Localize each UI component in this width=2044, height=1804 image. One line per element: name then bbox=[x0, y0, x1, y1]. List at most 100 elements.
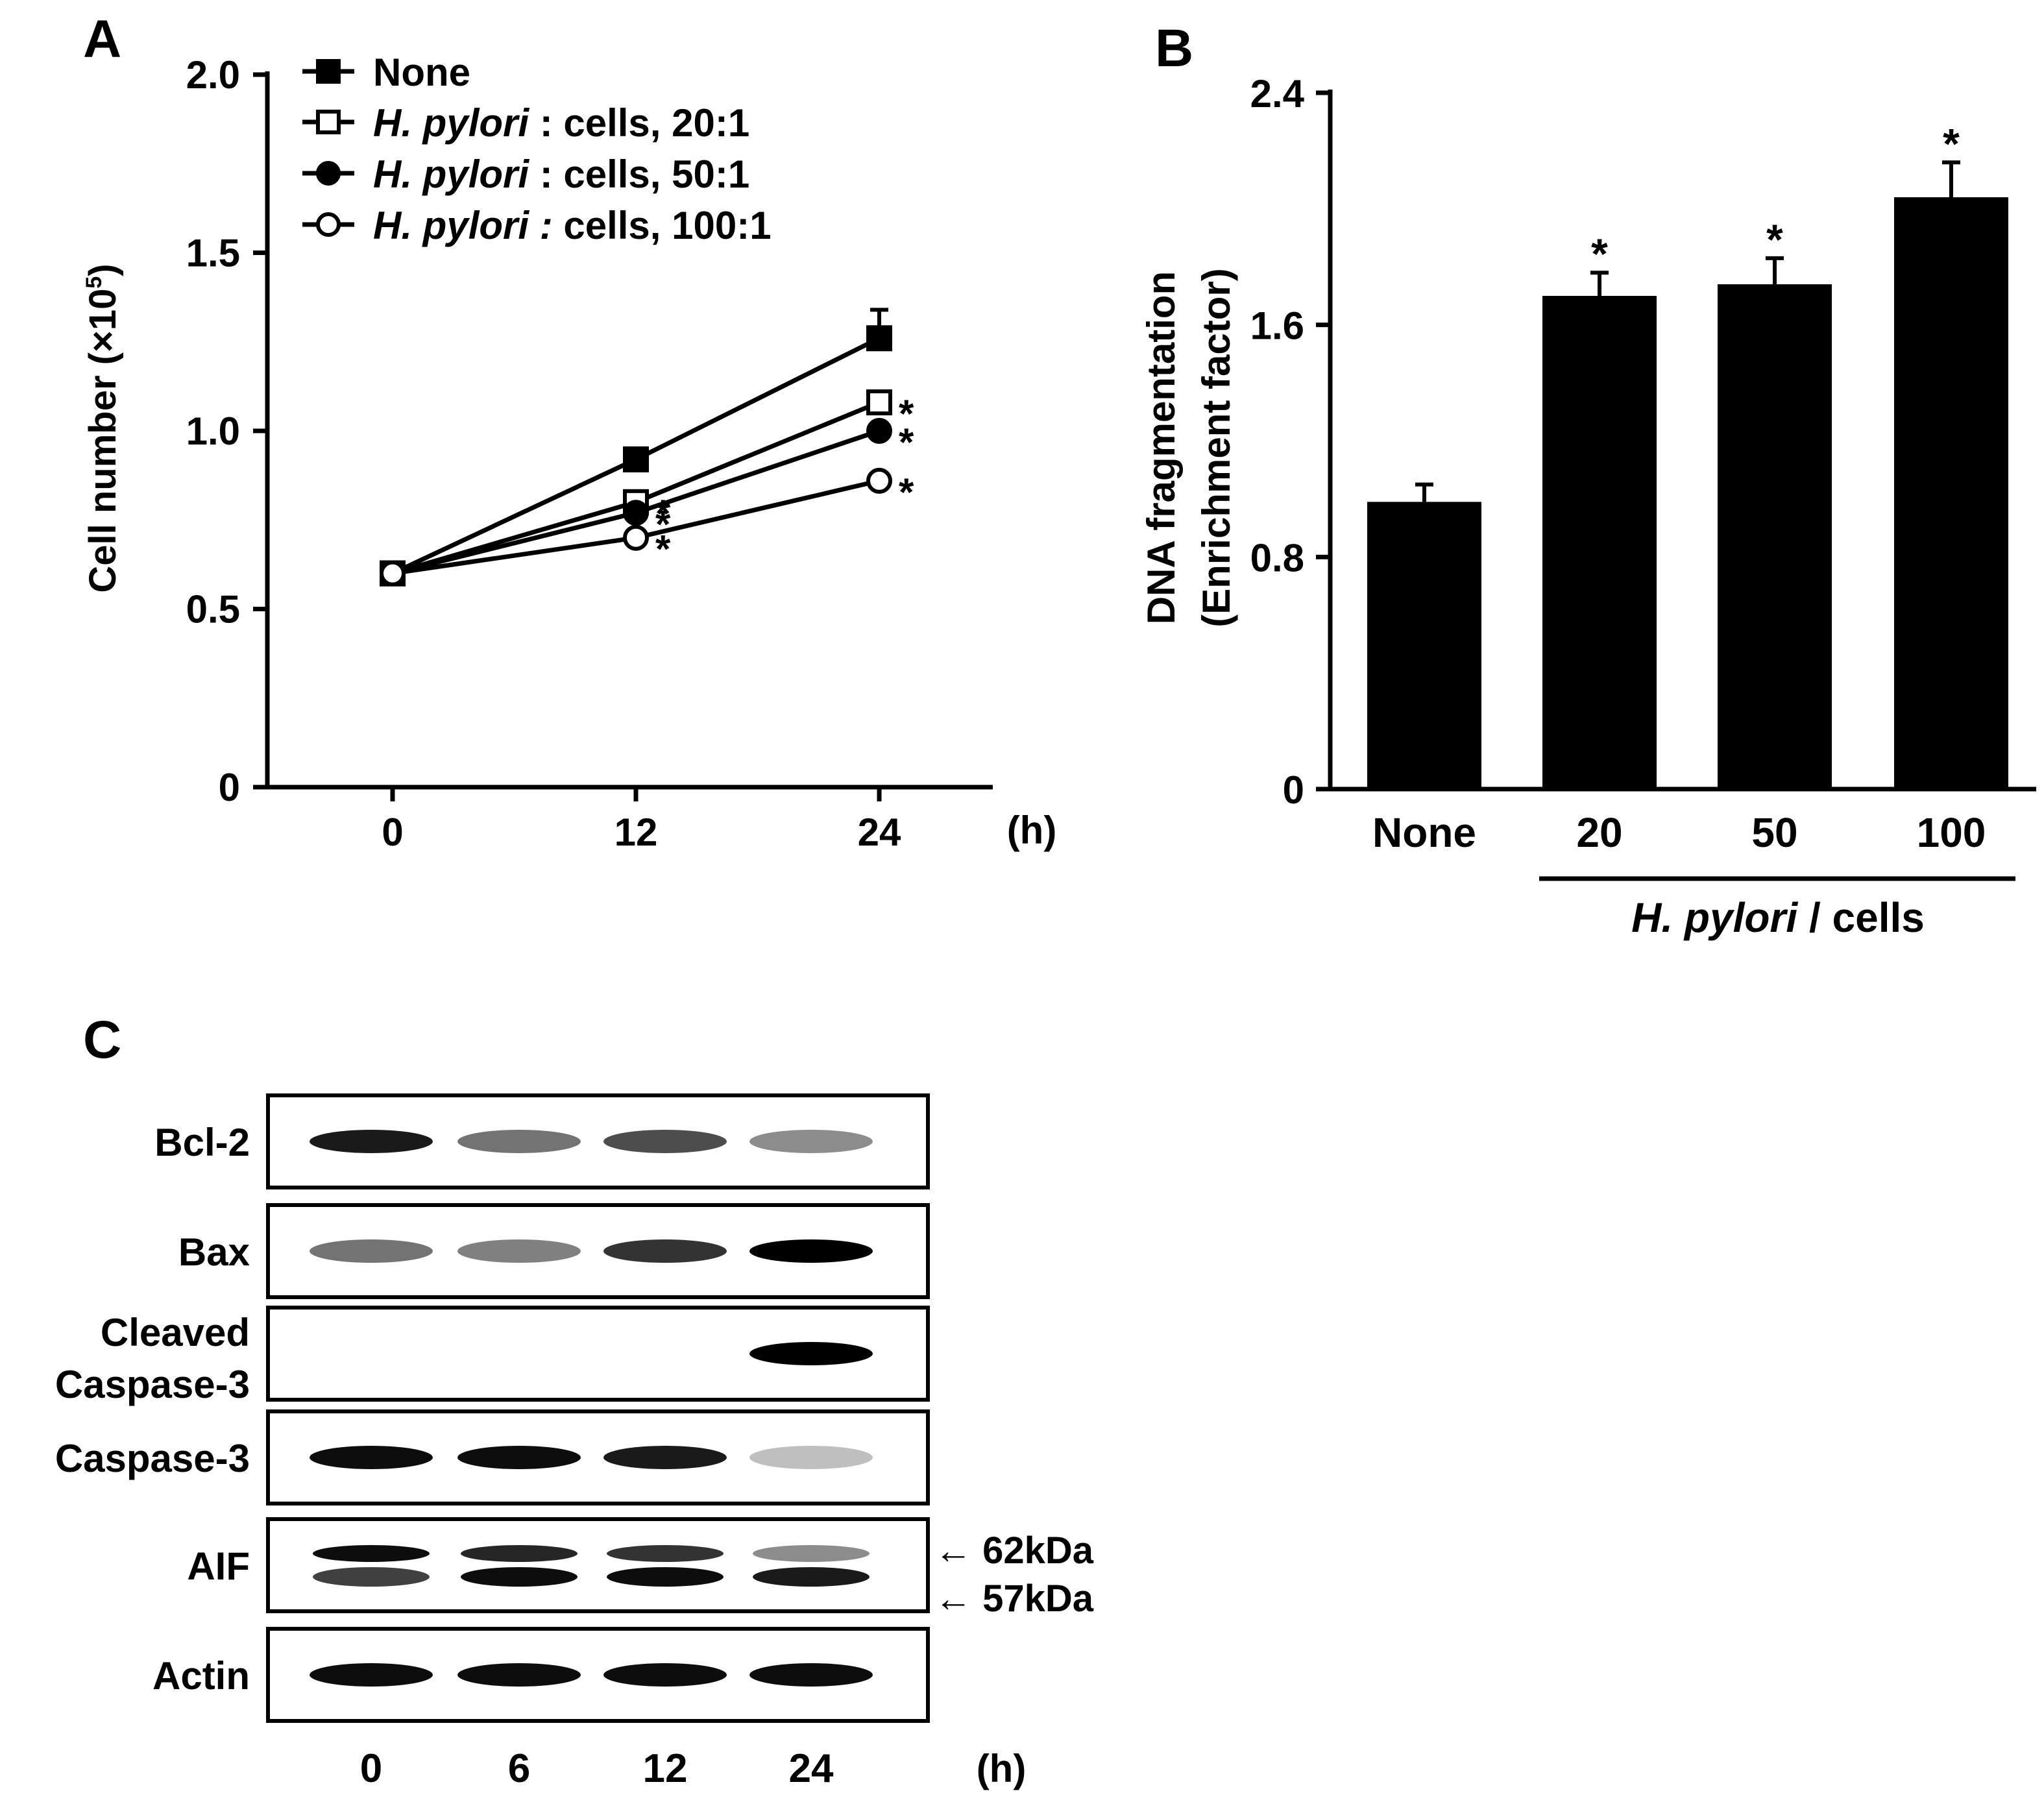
panel-a-y-axis-label: Cell number (×105) bbox=[82, 263, 124, 592]
panel-c-band bbox=[457, 1239, 581, 1263]
panel-a-significance-mark: * bbox=[899, 392, 914, 435]
panel-b: B DNA fragmentation (Enrichment factor) … bbox=[1139, 19, 2036, 941]
panel-b-bars: None * 20 * 50 * 100 bbox=[1367, 119, 2008, 856]
panel-a-legend-marker bbox=[316, 212, 341, 237]
panel-c-band bbox=[457, 1663, 581, 1687]
panel-a-significance-mark: * bbox=[899, 421, 914, 464]
panel-b-y-tick-label: 0 bbox=[1283, 768, 1304, 812]
panel-c-band bbox=[603, 1663, 727, 1687]
panel-c-lane-label: 24 bbox=[789, 1746, 834, 1791]
panel-a-data-point bbox=[866, 467, 892, 494]
panel-b-significance-mark: * bbox=[1766, 215, 1783, 263]
panel-c-band bbox=[749, 1130, 873, 1153]
panel-a-significance-mark: * bbox=[655, 528, 671, 571]
panel-b-bar bbox=[1718, 284, 1832, 789]
panel-b-y-tick-label: 2.4 bbox=[1250, 72, 1305, 116]
panel-a-data-point bbox=[380, 560, 406, 587]
panel-c-row-label: Caspase-3 bbox=[55, 1437, 250, 1480]
panel-a-legend-marker bbox=[316, 59, 341, 84]
panel-c-band bbox=[753, 1545, 870, 1562]
panel-a-letter: A bbox=[83, 10, 121, 69]
panel-a-legend-label: H. pylori : cells, 20:1 bbox=[373, 101, 749, 145]
panel-c-blot-row: Actin bbox=[152, 1627, 930, 1723]
panel-c-row-label: Caspase-3 bbox=[55, 1363, 250, 1406]
panel-c-band bbox=[310, 1663, 433, 1687]
panel-a-series-3: ** bbox=[380, 467, 914, 587]
panel-c-band bbox=[749, 1239, 873, 1263]
panel-c-band bbox=[310, 1239, 433, 1263]
panel-c-band bbox=[310, 1130, 433, 1153]
panel-a-legend-item: None bbox=[302, 51, 470, 94]
panel-a-data-point bbox=[623, 446, 649, 472]
panel-b-bar-group: * 50 bbox=[1718, 215, 1832, 856]
panel-a-significance-mark: * bbox=[655, 502, 671, 546]
panel-c-row-label: Cleaved bbox=[101, 1311, 250, 1354]
panel-c-band bbox=[603, 1446, 727, 1469]
panel-c-band bbox=[607, 1545, 724, 1562]
panel-a-data-point bbox=[866, 325, 892, 352]
panel-c-blot-row: Caspase-3 bbox=[55, 1409, 930, 1505]
panel-c-blot-row: Cleaved Caspase-3 bbox=[55, 1306, 930, 1406]
panel-a-y-tick-label: 0.5 bbox=[186, 588, 240, 631]
panel-c-row-label: Bax bbox=[178, 1230, 250, 1274]
panel-c-band bbox=[749, 1663, 873, 1687]
panel-b-bar bbox=[1542, 295, 1657, 789]
panel-a-legend-item: H. pylori : cells, 100:1 bbox=[302, 204, 772, 247]
panel-a: A Cell number (×105) 0 0.5 1.0 1.5 2.0 0 12 24… bbox=[82, 10, 1056, 854]
panel-c-band bbox=[749, 1446, 873, 1469]
panel-b-bar bbox=[1894, 197, 2008, 789]
panel-a-y-tick-label: 1.5 bbox=[186, 232, 240, 275]
panel-b-category-label: 50 bbox=[1751, 809, 1797, 856]
panel-c-blot-row: Bax bbox=[178, 1203, 930, 1299]
panel-c-row-label: AIF bbox=[187, 1544, 250, 1588]
panel-c-row-label: Bcl-2 bbox=[154, 1121, 250, 1164]
panel-c-band bbox=[313, 1567, 430, 1587]
panel-c-size-marker: ← 62kDa bbox=[934, 1530, 1094, 1572]
panel-a-legend-label: H. pylori : cells, 50:1 bbox=[373, 152, 749, 196]
panel-b-significance-mark: * bbox=[1943, 119, 1960, 167]
panel-c-row-label: Actin bbox=[152, 1654, 250, 1698]
panel-a-x-tick-label: 12 bbox=[614, 811, 658, 854]
panel-c-lane-unit: (h) bbox=[977, 1747, 1027, 1790]
panel-c-band bbox=[753, 1567, 870, 1587]
panel-b-y-axis-label-line1: DNA fragmentation bbox=[1139, 271, 1183, 624]
panel-c-size-marker: ← 57kDa bbox=[934, 1578, 1094, 1620]
panel-b-y-ticks: 0 0.8 1.6 2.4 bbox=[1250, 72, 1330, 812]
panel-b-y-tick-label: 0.8 bbox=[1250, 536, 1304, 579]
panel-c-blots: Bcl-2 Bax Cleaved Caspase-3 Caspase-3 ← 62kDa… bbox=[55, 1093, 1094, 1723]
panel-c-band bbox=[310, 1446, 433, 1469]
panel-c: C Bcl-2 Bax Cleaved Caspase-3 Caspase-3 ← 62k… bbox=[55, 1010, 1094, 1791]
panel-b-bar-group: * 20 bbox=[1542, 230, 1657, 856]
panel-c-band bbox=[607, 1567, 724, 1587]
panel-c-band bbox=[749, 1342, 873, 1365]
panel-b-group-label: H. pylori / cells bbox=[1631, 894, 1925, 941]
panel-b-letter: B bbox=[1155, 19, 1193, 78]
panel-c-lane-labels: 0 6 12 24 bbox=[360, 1746, 834, 1791]
panel-c-band bbox=[457, 1446, 581, 1469]
panel-a-legend-marker bbox=[316, 110, 341, 134]
panel-b-y-axis-label-line2: (Enrichment factor) bbox=[1195, 268, 1238, 627]
panel-c-blot-frame bbox=[266, 1517, 930, 1613]
panel-c-band bbox=[461, 1567, 578, 1587]
panel-b-bar bbox=[1367, 502, 1481, 789]
panel-a-series: ****** bbox=[380, 308, 914, 587]
panel-b-bar-group: * 100 bbox=[1894, 119, 2008, 856]
panel-a-y-ticks: 0 0.5 1.0 1.5 2.0 bbox=[186, 53, 267, 809]
panel-a-x-tick-label: 0 bbox=[382, 811, 403, 854]
panel-a-legend-label: None bbox=[373, 51, 470, 94]
panel-c-blot-row: Bcl-2 bbox=[154, 1093, 930, 1189]
panel-b-category-label: 100 bbox=[1917, 809, 1986, 856]
panel-c-band bbox=[457, 1130, 581, 1153]
panel-b-category-label: None bbox=[1372, 809, 1476, 856]
panel-a-data-point bbox=[866, 418, 892, 444]
panel-a-data-point bbox=[623, 524, 649, 551]
panel-c-band bbox=[603, 1239, 727, 1263]
panel-a-y-tick-label: 0 bbox=[219, 766, 240, 809]
panel-b-category-label: 20 bbox=[1576, 809, 1622, 856]
panel-a-x-tick-label: 24 bbox=[858, 811, 901, 854]
panel-c-lane-label: 12 bbox=[643, 1746, 688, 1791]
panel-c-letter: C bbox=[83, 1010, 121, 1069]
panel-a-data-point bbox=[623, 500, 649, 526]
panel-a-legend-label: H. pylori : cells, 100:1 bbox=[373, 204, 772, 247]
